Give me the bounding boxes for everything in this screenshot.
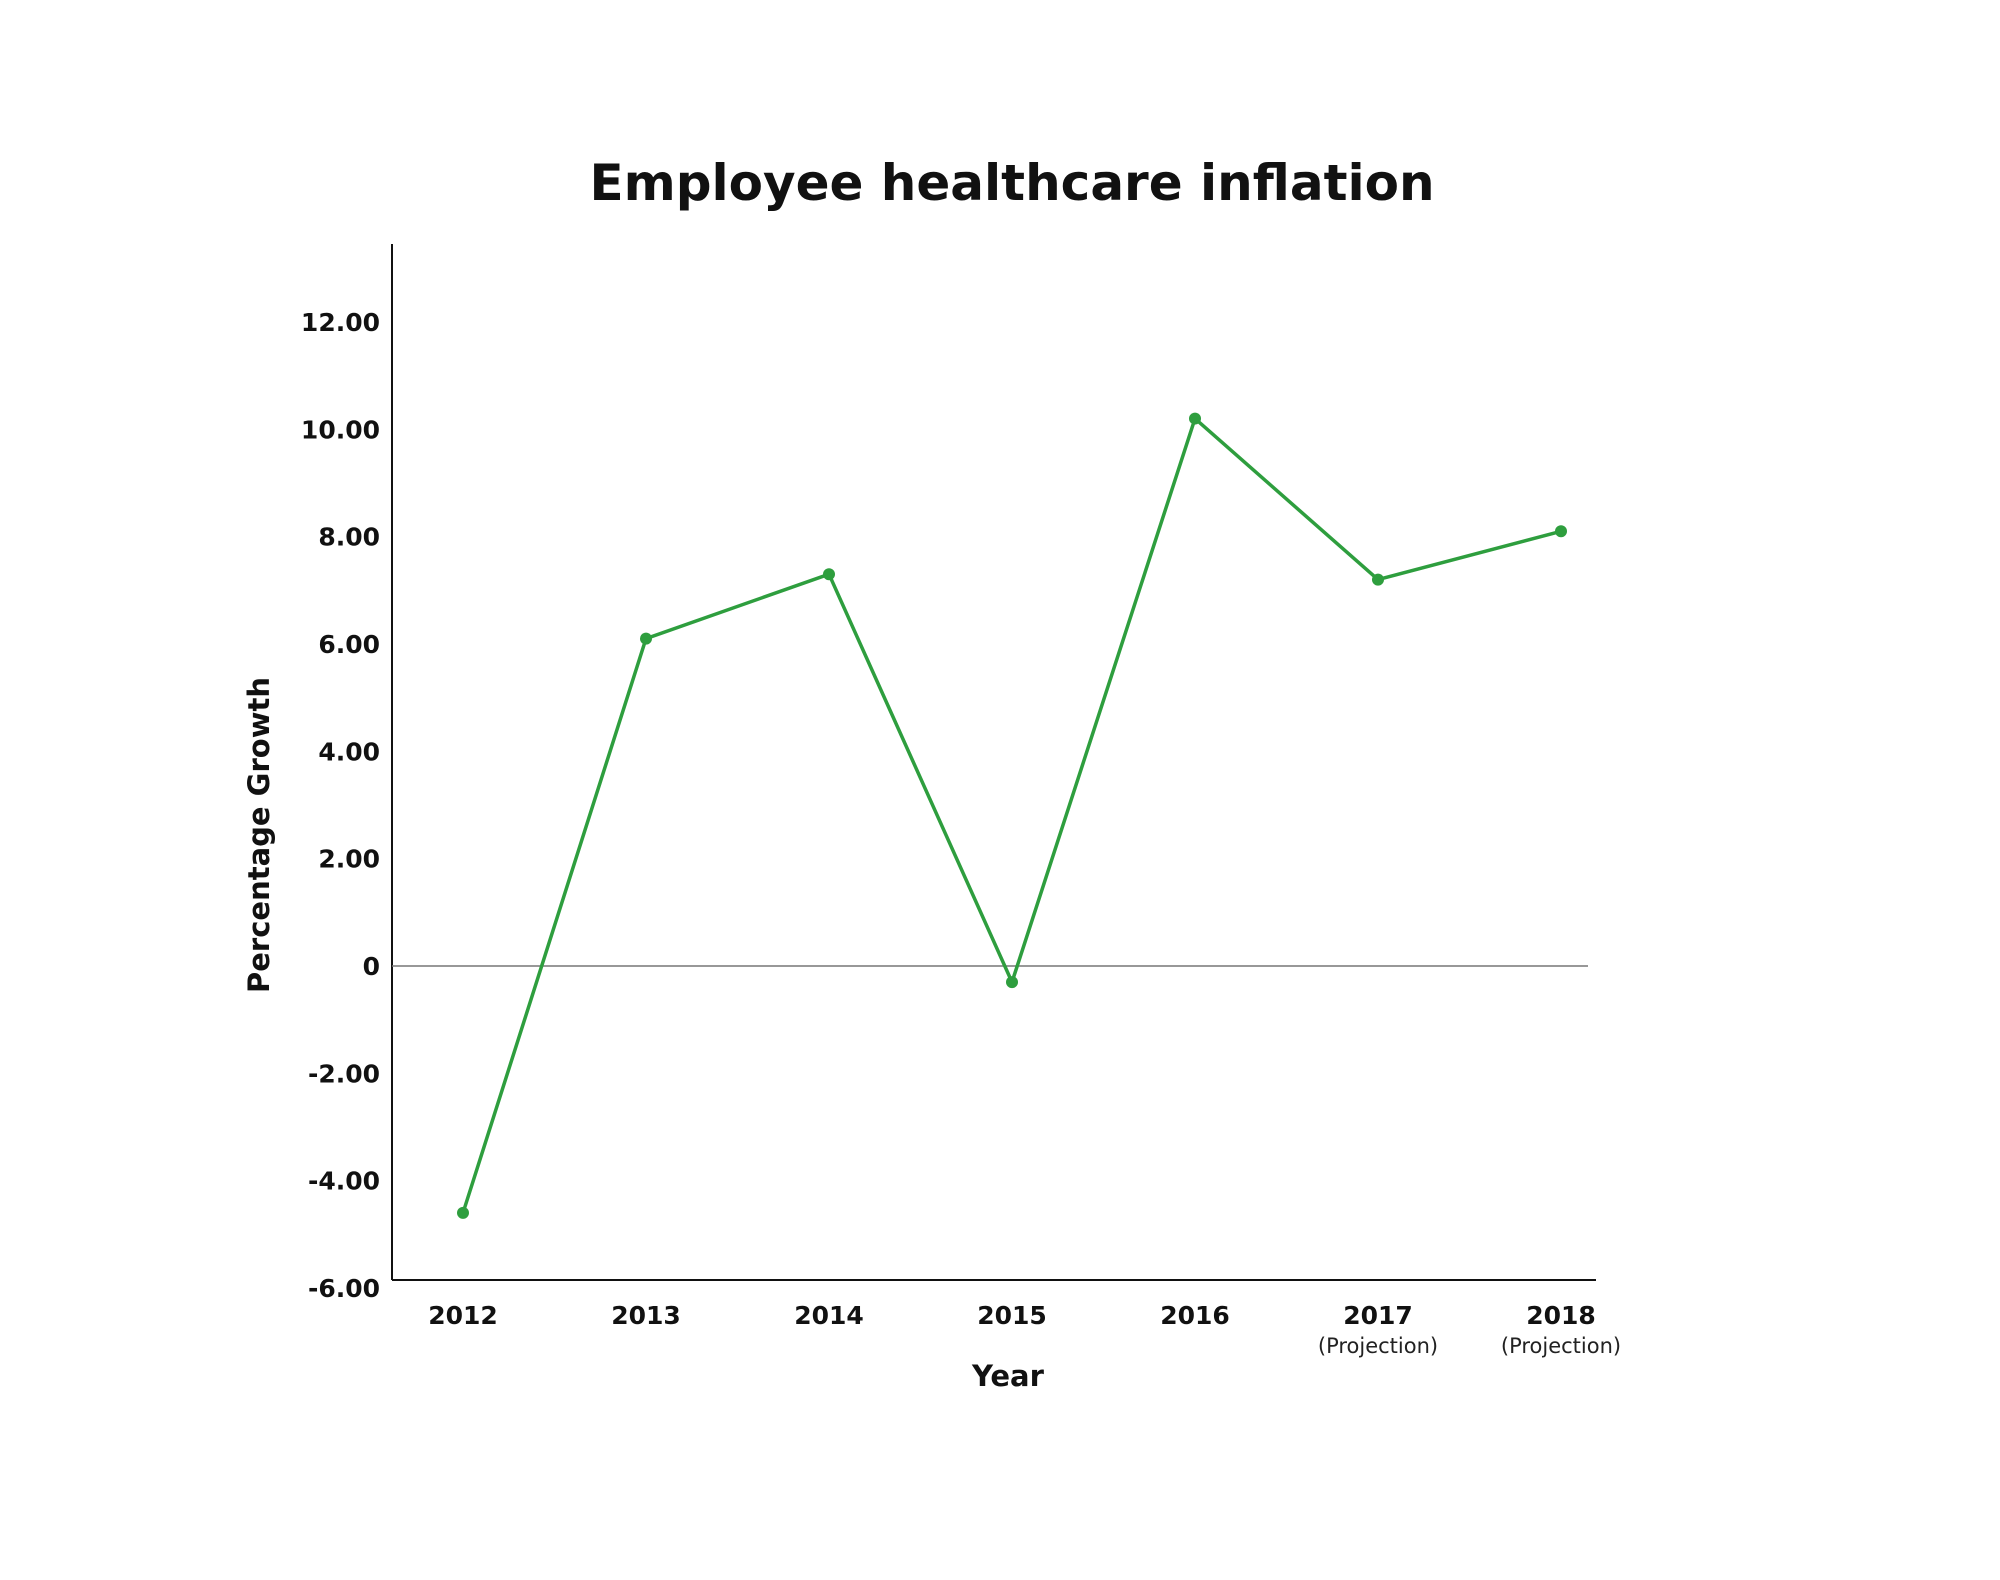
- x-tick-label: 2016: [1160, 1301, 1230, 1330]
- data-point: [1372, 573, 1384, 586]
- y-tick-label: 6.00: [318, 630, 380, 659]
- x-tick-label: 2012: [428, 1301, 498, 1330]
- y-tick-label: -6.00: [308, 1274, 380, 1303]
- x-tick-note: (Projection): [1318, 1334, 1438, 1358]
- y-tick-label: 10.00: [301, 415, 380, 444]
- chart-title: Employee healthcare inflation: [589, 154, 1434, 212]
- y-tick-label: 8.00: [318, 523, 380, 552]
- data-point: [1189, 412, 1201, 425]
- data-point: [1006, 976, 1018, 989]
- x-tick-label: 2013: [611, 1301, 681, 1330]
- y-axis-title: Percentage Growth: [242, 677, 276, 993]
- plot-area: 12.00 10.00 8.00 6.00 4.00 2.00 0 -2.00 -4.00 -6.…: [301, 244, 1621, 1358]
- y-tick-label: 2.00: [318, 845, 380, 874]
- y-tick-label: 4.00: [318, 737, 380, 766]
- y-tick-label: -4.00: [308, 1167, 380, 1196]
- data-point: [457, 1206, 469, 1219]
- data-point: [640, 632, 652, 645]
- y-tick-label: 0: [363, 952, 380, 981]
- y-tick-label: 12.00: [301, 308, 380, 337]
- x-tick-label: 2015: [977, 1301, 1047, 1330]
- data-point: [1555, 525, 1567, 538]
- x-tick-label: 2014: [794, 1301, 864, 1330]
- series-line: [461, 415, 1562, 1214]
- y-tick-label: -2.00: [308, 1059, 380, 1088]
- x-axis-title: Year: [971, 1359, 1045, 1393]
- x-tick-label: 2018: [1526, 1301, 1596, 1330]
- x-tick-note: (Projection): [1501, 1334, 1621, 1358]
- data-point: [823, 568, 835, 581]
- x-tick-label: 2017: [1343, 1301, 1413, 1330]
